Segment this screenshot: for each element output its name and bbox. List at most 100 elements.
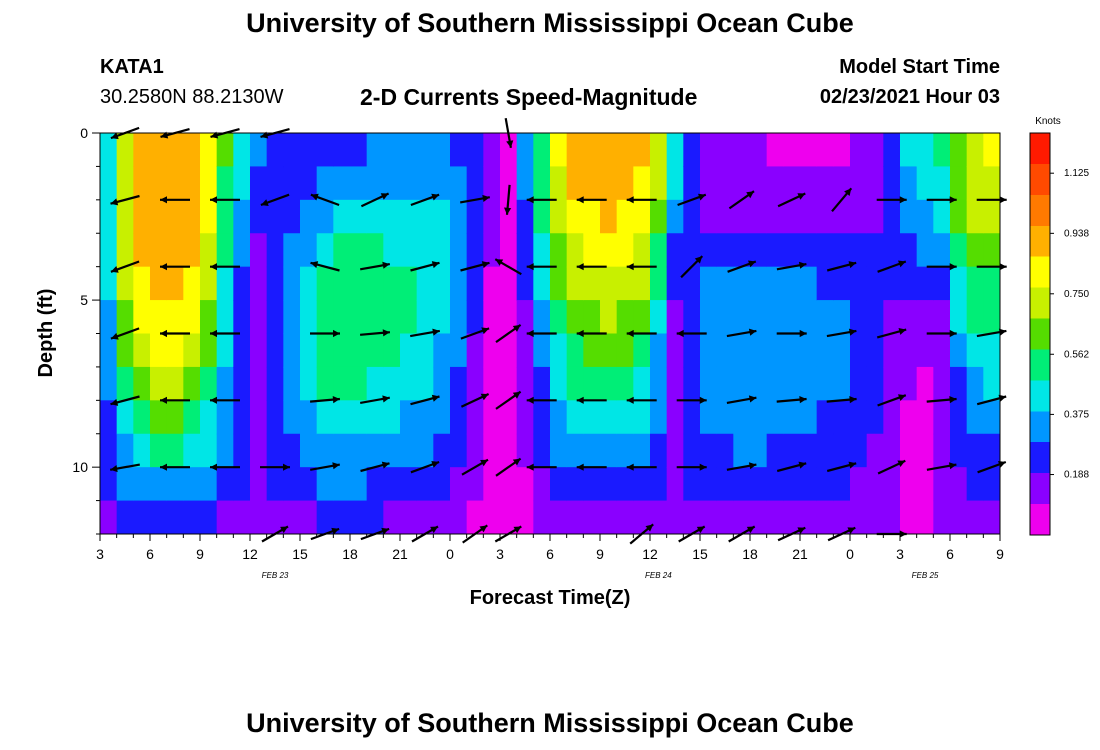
heatmap-cell: [450, 366, 468, 401]
heatmap-cell: [350, 300, 368, 335]
colorbar-tick-label: 0.750: [1064, 289, 1089, 300]
heatmap-cell: [700, 400, 718, 435]
heatmap-cell: [700, 233, 718, 268]
heatmap-cell: [283, 166, 301, 201]
arrow-head: [626, 396, 634, 404]
heatmap-cell: [616, 366, 634, 401]
heatmap-cell: [950, 366, 968, 401]
heatmap-cell: [866, 500, 884, 534]
heatmap-cell: [283, 467, 301, 502]
current-arrow: [461, 458, 489, 476]
heatmap-cell: [850, 500, 868, 534]
heatmap-cell: [800, 166, 818, 201]
heatmap-cell: [316, 233, 334, 268]
heatmap-cell: [650, 400, 668, 435]
heatmap-cell: [350, 433, 368, 468]
heatmap-cell: [216, 199, 234, 234]
heatmap-cell: [566, 199, 584, 234]
heatmap-cell: [566, 333, 584, 368]
heatmap-cell: [433, 300, 451, 335]
heatmap-cell: [750, 366, 768, 401]
heatmap-cell: [366, 300, 384, 335]
heatmap-cell: [583, 467, 601, 502]
heatmap-cell: [900, 400, 918, 435]
heatmap-cell: [400, 166, 418, 201]
heatmap-cell: [483, 266, 501, 301]
current-arrow: [877, 459, 906, 475]
heatmap-cell: [733, 400, 751, 435]
heatmap-cell: [966, 133, 984, 168]
heatmap-cell: [666, 266, 684, 301]
heatmap-cell: [650, 266, 668, 301]
arrow-head: [797, 193, 806, 200]
current-arrow: [676, 463, 707, 471]
arrow-head: [626, 463, 634, 471]
heatmap-cell: [550, 266, 568, 301]
heatmap-cell: [416, 500, 434, 534]
heatmap-cell: [716, 166, 734, 201]
arrow-head: [576, 463, 584, 471]
heatmap-cell: [516, 266, 534, 301]
arrow-head: [310, 261, 319, 269]
heatmap-cell: [333, 366, 351, 401]
heatmap-cell: [416, 166, 434, 201]
date-label: FEB 24: [645, 571, 672, 580]
heatmap-cell: [533, 400, 551, 435]
heatmap-cell: [450, 500, 468, 534]
heatmap-cell: [266, 166, 284, 201]
heatmap-cell: [750, 467, 768, 502]
current-arrow: [526, 329, 557, 338]
heatmap-cell: [433, 467, 451, 502]
heatmap-cell: [500, 199, 518, 234]
heatmap-cell: [800, 400, 818, 435]
heatmap-cell: [250, 433, 268, 468]
heatmap-cell: [133, 233, 151, 268]
arrow-head: [382, 329, 390, 337]
arrow-head: [948, 462, 957, 470]
heatmap-cell: [816, 433, 834, 468]
heatmap-cell: [883, 300, 901, 335]
arrow-head: [332, 462, 340, 470]
heatmap-cell: [150, 433, 168, 468]
current-arrow: [360, 461, 390, 473]
heatmap-cell: [233, 433, 251, 468]
heatmap-cell: [983, 400, 1000, 435]
heatmap-cell: [850, 233, 868, 268]
heatmap-cell: [733, 266, 751, 301]
heatmap-cell: [133, 500, 151, 534]
heatmap-cell: [233, 266, 251, 301]
arrow-head: [512, 458, 521, 466]
heatmap-cell: [750, 166, 768, 201]
current-arrow: [160, 263, 190, 271]
heatmap-cell: [400, 366, 418, 401]
heatmap-cell: [666, 433, 684, 468]
heatmap-cell: [533, 133, 551, 168]
arrow-head: [210, 329, 217, 338]
x-tick-label: 15: [292, 546, 308, 562]
heatmap-cell: [966, 467, 984, 502]
current-arrow: [726, 395, 757, 404]
heatmap-cell: [366, 433, 384, 468]
heatmap-cell: [916, 366, 934, 401]
heatmap-cell: [850, 300, 868, 335]
heatmap-cell: [116, 266, 134, 301]
heatmap-cell: [666, 166, 684, 201]
current-arrow: [776, 461, 807, 473]
heatmap-cell: [716, 300, 734, 335]
heatmap-cell: [750, 199, 768, 234]
heatmap-cell: [666, 199, 684, 234]
heatmap-cell: [266, 133, 284, 168]
heatmap-cell: [333, 400, 351, 435]
heatmap-cell: [466, 266, 484, 301]
current-arrow: [360, 395, 390, 404]
heatmap-cell: [633, 300, 651, 335]
heatmap-cell: [300, 300, 318, 335]
heatmap-cell: [533, 467, 551, 502]
heatmap-cell: [983, 199, 1000, 234]
heatmap-cell: [450, 400, 468, 435]
heatmap-cell: [133, 199, 151, 234]
heatmap-cell: [900, 500, 918, 534]
heatmap-cell: [116, 433, 134, 468]
arrow-head: [897, 460, 906, 467]
